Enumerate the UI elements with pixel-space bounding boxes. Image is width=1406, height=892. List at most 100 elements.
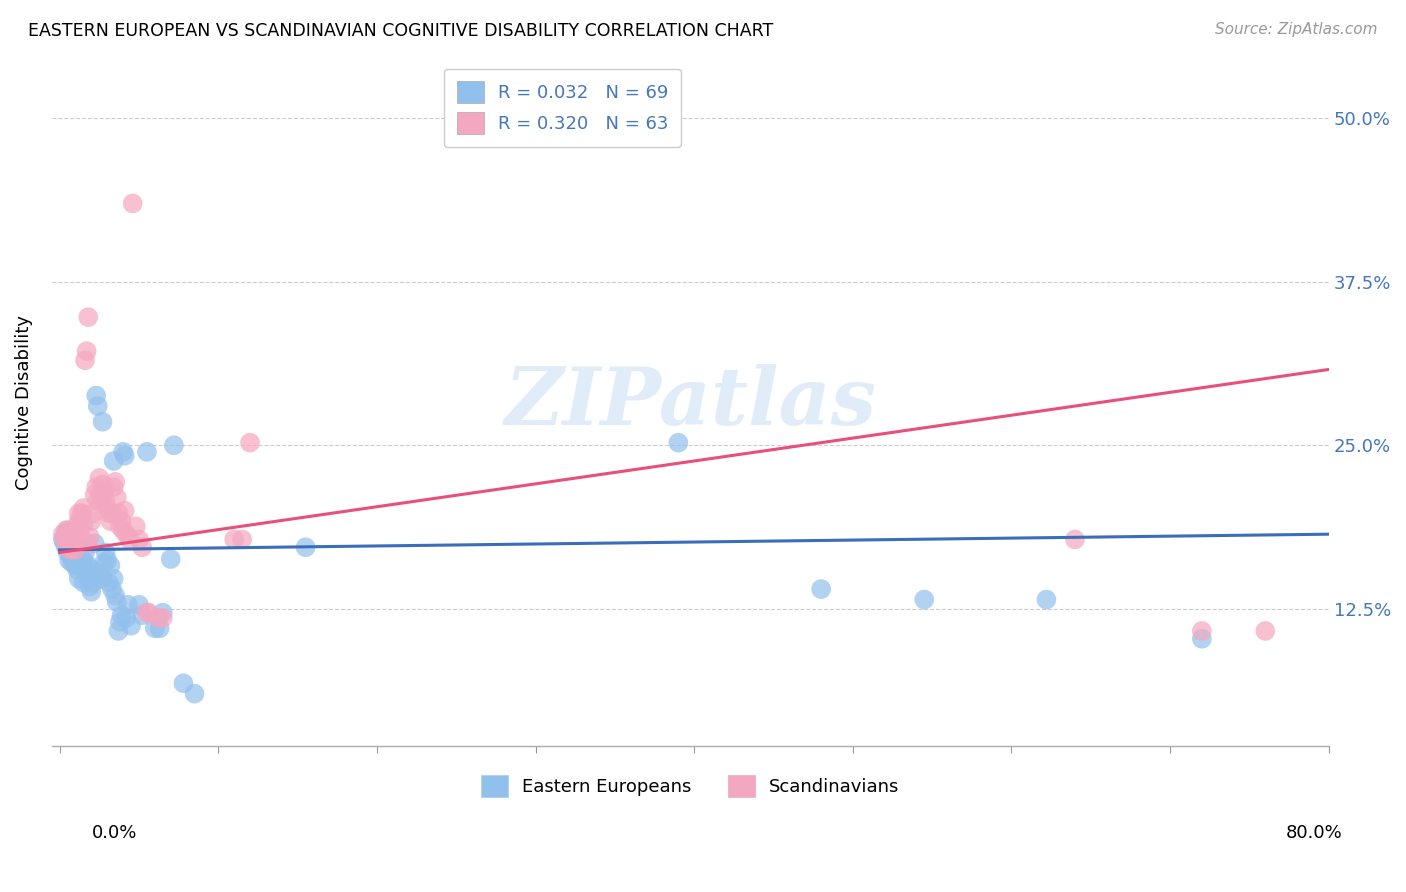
Point (97, 575, 120, 590)
Point (93, 483, 115, 498)
Point (67, 514, 90, 528)
Point (75, 562, 97, 576)
Point (53, 536, 76, 550)
Point (67, 506, 90, 520)
Point (58, 533, 80, 547)
Point (97, 506, 120, 520)
Point (136, 606, 159, 620)
Point (114, 449, 136, 463)
Y-axis label: Cognitive Disability: Cognitive Disability (15, 315, 32, 491)
Point (80, 562, 103, 576)
Point (131, 608, 153, 623)
Point (63, 536, 86, 550)
Point (101, 582, 124, 596)
Point (110, 514, 132, 528)
Point (84, 480, 107, 494)
Text: 0.0%: 0.0% (91, 824, 136, 842)
Point (152, 611, 174, 625)
Text: 80.0%: 80.0% (1286, 824, 1343, 842)
Point (65, 527, 87, 541)
Point (90, 572, 112, 586)
Point (60, 533, 83, 547)
Point (239, 435, 262, 450)
Point (96, 553, 118, 567)
Point (1191, 632, 1213, 646)
Point (103, 454, 125, 468)
Point (112, 523, 135, 537)
Point (56, 545, 79, 559)
Point (115, 611, 138, 625)
Point (114, 503, 136, 517)
Point (55, 527, 77, 541)
Point (105, 491, 128, 505)
Point (56, 541, 79, 555)
Point (80, 584, 103, 599)
Point (55, 523, 77, 537)
Point (94, 545, 117, 559)
Point (101, 506, 124, 520)
Point (183, 687, 205, 701)
Point (125, 519, 148, 533)
Text: EASTERN EUROPEAN VS SCANDINAVIAN COGNITIVE DISABILITY CORRELATION CHART: EASTERN EUROPEAN VS SCANDINAVIAN COGNITI… (28, 22, 773, 40)
Point (149, 621, 172, 635)
Text: ZIPatlas: ZIPatlas (505, 364, 876, 442)
Point (93, 556, 115, 570)
Point (163, 438, 186, 452)
Point (94, 493, 117, 508)
Point (63, 536, 86, 550)
Point (69, 549, 91, 564)
Point (121, 196, 143, 211)
Point (105, 595, 128, 609)
Point (56, 536, 79, 550)
Point (110, 608, 132, 623)
Point (82, 575, 104, 590)
Point (138, 606, 160, 620)
Point (87, 493, 110, 508)
Point (55, 541, 77, 555)
Point (77, 558, 100, 573)
Point (117, 598, 139, 612)
Point (75, 545, 97, 559)
Point (77, 536, 100, 550)
Point (60, 556, 83, 570)
Point (224, 533, 246, 547)
Point (72, 553, 94, 567)
Point (67, 541, 90, 555)
Point (1064, 533, 1087, 547)
Point (84, 388, 107, 402)
Point (91, 477, 114, 491)
Point (80, 514, 103, 528)
Point (59, 523, 82, 537)
Point (59, 539, 82, 553)
Point (810, 582, 832, 596)
Point (72, 575, 94, 590)
Point (231, 533, 253, 547)
Point (79, 530, 101, 544)
Point (112, 445, 135, 459)
Point (75, 353, 97, 368)
Point (143, 621, 166, 635)
Point (65, 542, 87, 557)
Point (96, 501, 118, 516)
Point (66, 552, 89, 566)
Point (1035, 592, 1057, 607)
Point (91, 415, 114, 429)
Point (1254, 624, 1277, 638)
Point (1191, 624, 1213, 638)
Point (65, 558, 87, 573)
Point (79, 579, 101, 593)
Point (90, 497, 112, 511)
Point (72, 501, 94, 516)
Point (108, 615, 131, 629)
Point (90, 488, 112, 502)
Point (89, 471, 111, 485)
Point (107, 506, 129, 520)
Point (152, 606, 174, 620)
Point (912, 592, 935, 607)
Point (59, 549, 82, 564)
Point (159, 552, 181, 566)
Point (146, 611, 169, 625)
Text: Source: ZipAtlas.com: Source: ZipAtlas.com (1215, 22, 1378, 37)
Point (104, 475, 127, 489)
Point (128, 533, 150, 547)
